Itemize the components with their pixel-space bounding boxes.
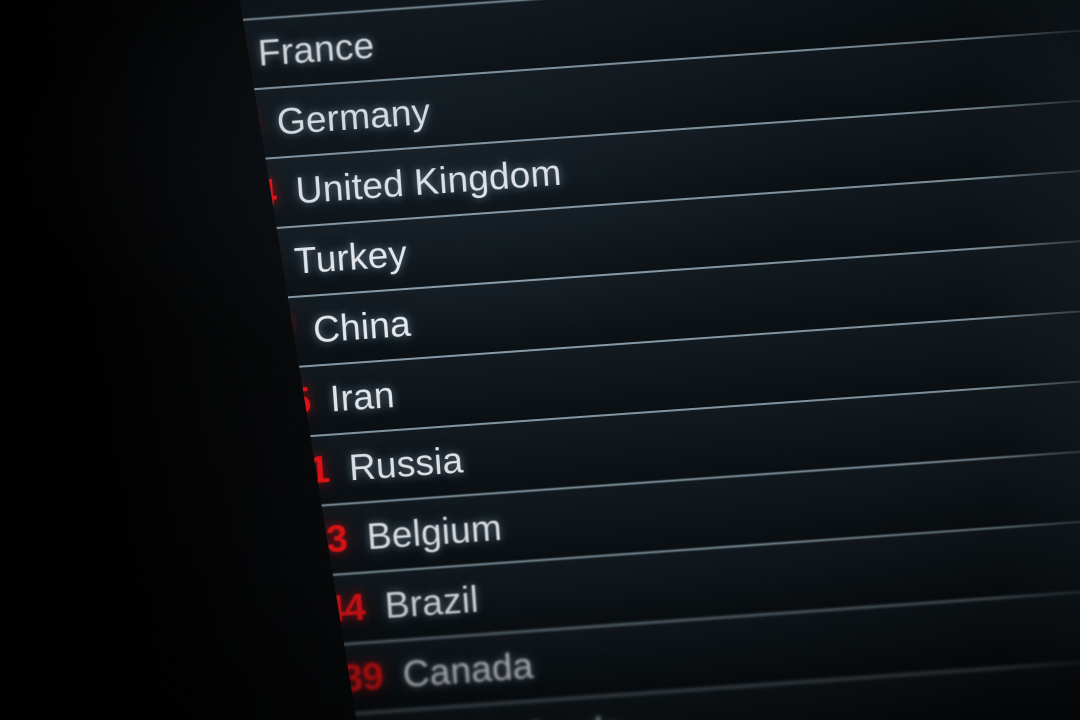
- case-count-value: 36,039: [268, 655, 385, 705]
- case-count-value: 47,121: [215, 448, 331, 499]
- country-name-label: Canada: [401, 644, 535, 696]
- country-name-label: Russia: [347, 439, 465, 489]
- country-name-label: Germany: [275, 90, 432, 143]
- country-name-label: Netherlands: [419, 709, 623, 720]
- country-name-label: France: [256, 24, 376, 74]
- case-count-value: 121,174: [141, 171, 278, 223]
- country-name-label: Turkey: [292, 232, 409, 282]
- case-count-value: 39,144: [251, 586, 367, 637]
- case-count-value: 86,306: [160, 241, 276, 292]
- case-count-value: 83,817: [179, 310, 295, 361]
- case-count-value: 154,098: [103, 33, 240, 86]
- case-count-value: 39,983: [233, 517, 349, 568]
- country-name-label: Iran: [328, 374, 396, 420]
- country-name-label: United Kingdom: [294, 151, 563, 212]
- case-count-value: 145,743: [122, 102, 259, 154]
- country-name-label: China: [311, 302, 413, 351]
- case-count-value: 83,505: [196, 379, 312, 430]
- country-name-label: Belgium: [365, 506, 504, 558]
- country-name-label: Brazil: [383, 578, 480, 627]
